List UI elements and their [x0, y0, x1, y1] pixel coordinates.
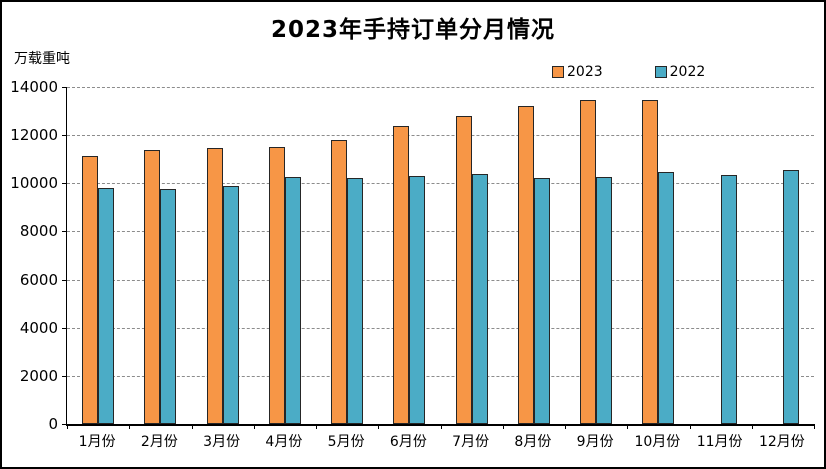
y-tick-label-8000: 8000	[19, 222, 58, 241]
x-axis-tick	[689, 424, 691, 429]
x-axis-tick	[440, 424, 442, 429]
y-axis-tick	[62, 375, 67, 377]
y-tick-label-4000: 4000	[19, 318, 58, 337]
legend-swatch-2022	[654, 66, 667, 78]
x-axis-label-3月份: 3月份	[203, 434, 241, 450]
bar-2022-12月份	[782, 170, 799, 424]
bar-2022-9月份	[596, 177, 613, 424]
gridline-14000	[67, 87, 814, 88]
bar-2022-2月份	[160, 188, 177, 424]
gridline-2000	[67, 375, 814, 377]
legend-item-2022: 2022	[654, 64, 706, 80]
bar-2023-9月份	[580, 100, 597, 424]
y-axis-tick	[62, 279, 67, 281]
plot-area	[62, 87, 815, 429]
legend: 2023 2022	[552, 64, 705, 80]
y-tick-label-12000: 12000	[10, 126, 58, 145]
bar-2022-1月份	[98, 188, 115, 424]
y-tick-label-6000: 6000	[19, 270, 58, 289]
x-axis-label-11月份: 11月份	[696, 434, 743, 450]
x-axis-label-10月份: 10月份	[634, 434, 681, 450]
bar-2023-6月份	[393, 125, 410, 424]
legend-label-2022: 2022	[669, 64, 706, 80]
y-tick-label-14000: 14000	[10, 78, 58, 96]
y-tick-label-2000: 2000	[19, 366, 58, 385]
bar-2022-7月份	[471, 173, 488, 424]
legend-swatch-2023	[552, 66, 564, 78]
x-axis-tick	[67, 424, 68, 429]
x-axis-tick	[502, 424, 504, 429]
x-axis-tick	[565, 424, 566, 429]
x-axis-label-4月份: 4月份	[265, 434, 303, 450]
x-axis-label-6月份: 6月份	[389, 434, 427, 450]
x-axis-tick	[191, 424, 193, 429]
bar-2023-8月份	[517, 106, 534, 424]
gridline-4000	[67, 327, 814, 329]
chart-title: 2023年手持订单分月情况	[270, 17, 555, 43]
legend-item-2023: 2023	[552, 64, 603, 80]
bar-2023-1月份	[82, 155, 99, 424]
y-axis-tick	[62, 87, 67, 88]
y-axis-tick	[62, 135, 67, 137]
x-axis-label-12月份: 12月份	[758, 434, 805, 450]
legend-label-2023: 2023	[567, 64, 603, 80]
gridline-8000	[67, 231, 814, 233]
bar-2023-3月份	[206, 148, 223, 424]
x-axis-tick	[751, 424, 753, 429]
bar-2022-4月份	[284, 177, 301, 424]
y-tick-label-0: 0	[48, 415, 58, 433]
x-axis-tick	[378, 424, 380, 429]
bar-2022-10月份	[658, 172, 675, 424]
bar-2023-4月份	[268, 147, 285, 424]
x-axis-label-8月份: 8月份	[514, 434, 552, 450]
x-axis-label-5月份: 5月份	[327, 434, 365, 450]
bar-2022-3月份	[222, 185, 239, 424]
gridline-6000	[67, 279, 814, 281]
x-axis-tick	[814, 424, 815, 429]
x-axis-tick	[627, 424, 629, 429]
bar-2023-10月份	[642, 100, 659, 424]
y-axis-tick	[62, 183, 67, 185]
bar-2022-8月份	[533, 178, 550, 424]
x-axis-label-7月份: 7月份	[452, 434, 490, 450]
x-axis-label-9月份: 9月份	[576, 434, 614, 450]
gridline-10000	[67, 183, 814, 185]
x-axis-label-1月份: 1月份	[78, 434, 116, 450]
y-axis-tick	[62, 231, 67, 233]
y-axis-tick	[62, 327, 67, 329]
bar-2022-5月份	[347, 178, 364, 424]
bar-2022-11月份	[720, 174, 737, 424]
bar-2023-5月份	[331, 139, 348, 424]
x-axis-tick	[253, 424, 255, 429]
bar-2023-2月份	[144, 149, 161, 424]
x-axis-tick	[316, 424, 317, 429]
y-tick-label-10000: 10000	[10, 174, 58, 193]
gridline-12000	[67, 135, 814, 137]
bar-2023-7月份	[455, 115, 472, 424]
bar-2022-6月份	[409, 176, 426, 424]
x-axis-label-2月份: 2月份	[140, 434, 178, 450]
y-axis-tick	[62, 424, 67, 425]
y-axis-unit-label: 万载重吨	[14, 51, 70, 67]
x-axis-tick	[129, 424, 131, 429]
